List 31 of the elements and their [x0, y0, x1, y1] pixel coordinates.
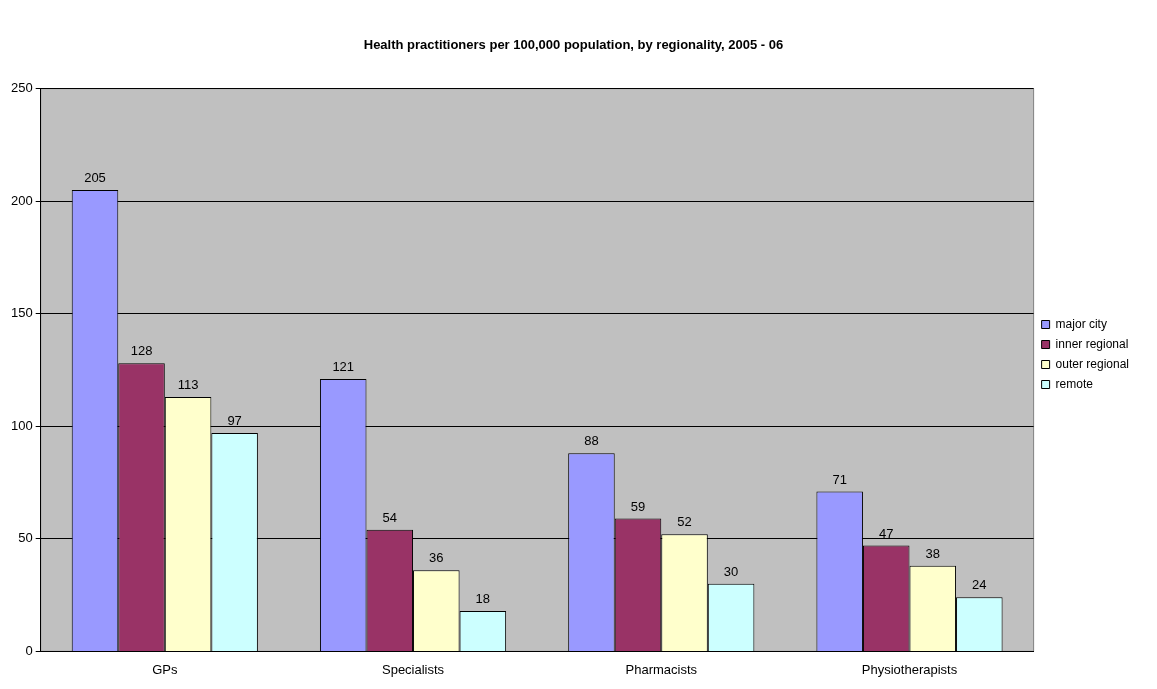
x-tick-label: GPs [152, 661, 178, 677]
data-label: 205 [84, 169, 106, 185]
y-tick-label: 0 [25, 642, 33, 658]
x-tick-label: Physiotherapists [861, 661, 958, 677]
x-tick-label: Specialists [381, 661, 445, 677]
data-label: 36 [429, 550, 444, 566]
legend-label: outer regional [1055, 356, 1130, 371]
legend-label: remote [1055, 376, 1094, 391]
data-label: 52 [677, 514, 692, 530]
data-label: 30 [723, 563, 739, 579]
data-label: 88 [584, 433, 599, 449]
data-label: 121 [332, 359, 355, 375]
x-tick-label: Pharmacists [625, 661, 698, 677]
data-label: 24 [972, 577, 987, 593]
data-label: 128 [130, 343, 153, 359]
data-label: 18 [475, 590, 491, 606]
data-label: 113 [177, 377, 199, 393]
chart-title: Health practitioners per 100,000 population, by regionality, 2005 - 06 [363, 37, 784, 53]
data-label: 71 [832, 471, 847, 487]
data-label: 97 [227, 413, 242, 429]
y-tick-label: 50 [18, 530, 33, 546]
data-label: 38 [925, 545, 941, 561]
data-label: 47 [879, 525, 894, 541]
y-tick-label: 100 [10, 417, 33, 433]
y-tick-label: 200 [10, 192, 33, 208]
data-label: 54 [382, 509, 397, 525]
legend-label: major city [1055, 316, 1107, 331]
data-label: 59 [630, 498, 646, 514]
legend-label: inner regional [1055, 336, 1129, 351]
y-tick-label: 150 [10, 305, 33, 321]
y-tick-label: 250 [10, 80, 33, 96]
